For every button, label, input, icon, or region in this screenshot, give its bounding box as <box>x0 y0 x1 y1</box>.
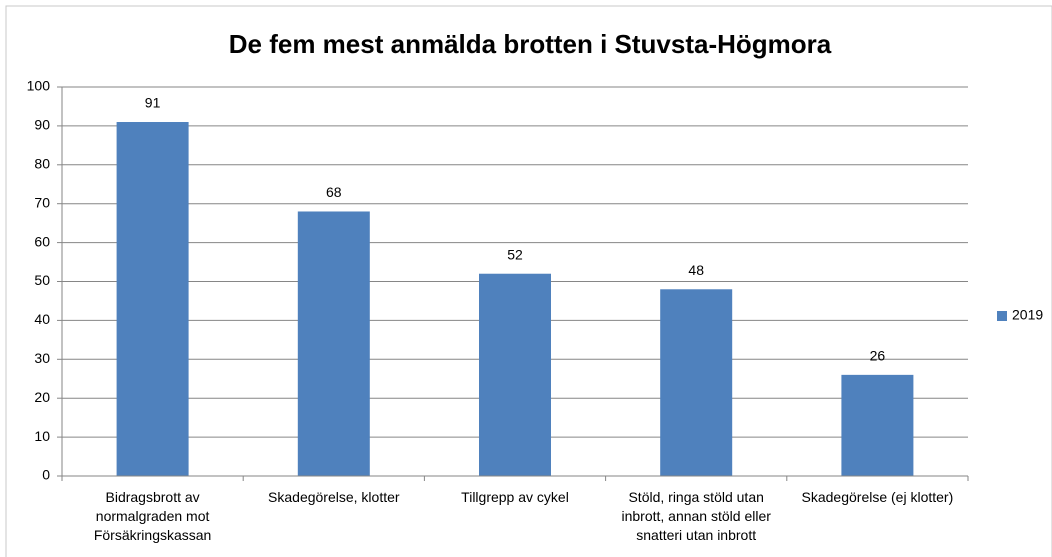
data-label: 91 <box>145 95 161 111</box>
y-tick-label: 50 <box>34 272 50 288</box>
y-tick-label: 10 <box>34 428 50 444</box>
data-label: 26 <box>870 348 886 364</box>
bar <box>841 374 914 476</box>
y-tick-label: 90 <box>34 117 50 133</box>
data-label: 52 <box>507 246 523 262</box>
legend-label: 2019 <box>1012 307 1043 323</box>
data-label: 48 <box>688 262 704 278</box>
y-tick-label: 30 <box>34 350 50 366</box>
x-tick-label: Bidragsbrott av normalgraden mot Försäkr… <box>93 489 212 543</box>
y-tick-label: 0 <box>42 467 50 483</box>
y-tick-label: 40 <box>34 311 50 327</box>
bar <box>116 122 189 476</box>
y-tick-label: 70 <box>34 194 50 210</box>
x-tick-label: Stöld, ringa stöld utan inbrott, annan s… <box>621 489 771 543</box>
chart-title: De fem mest anmälda brotten i Stuvsta-Hö… <box>229 29 832 59</box>
x-tick-label: Tillgrepp av cykel <box>461 489 569 505</box>
x-tick-label: Skadegörelse, klotter <box>268 489 400 505</box>
x-tick-label: Skadegörelse (ej klotter) <box>801 489 954 505</box>
y-tick-label: 80 <box>34 156 50 172</box>
legend-swatch <box>997 311 1007 321</box>
y-tick-label: 100 <box>27 78 51 94</box>
bar <box>479 273 551 476</box>
data-label: 68 <box>326 184 342 200</box>
y-tick-label: 20 <box>34 389 50 405</box>
y-tick-label: 60 <box>34 233 50 249</box>
bar <box>297 211 370 477</box>
bar <box>660 289 733 476</box>
